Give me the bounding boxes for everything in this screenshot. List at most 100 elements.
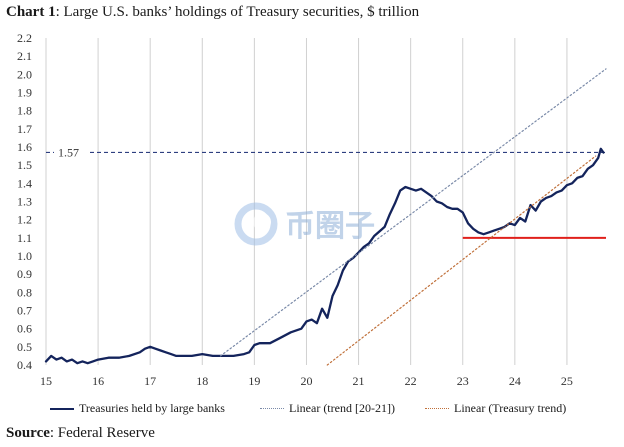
data-point: [493, 230, 495, 232]
data-point: [279, 337, 281, 339]
series-line-treasury-trend: [326, 155, 597, 366]
data-point: [66, 360, 68, 362]
y-tick-label-0.5: 0.5: [17, 340, 32, 354]
data-point: [290, 331, 292, 333]
legend-item-treasury-trend: Linear (Treasury trend): [425, 401, 566, 416]
x-tick-label-24: 24: [509, 374, 521, 388]
data-point: [248, 351, 250, 353]
legend-swatch-treasury-trend: [425, 408, 449, 409]
data-point: [535, 210, 537, 212]
series-points: [45, 148, 605, 364]
chart-title-label: Chart 1: [6, 4, 56, 20]
data-point: [232, 355, 235, 357]
data-point: [165, 351, 167, 353]
data-point: [50, 355, 52, 357]
data-point: [300, 328, 302, 330]
data-point: [97, 359, 99, 361]
y-tick-label-0.7: 0.7: [17, 304, 32, 318]
data-point: [566, 184, 568, 186]
source-text: : Federal Reserve: [49, 425, 155, 441]
legend-label-treasury-trend: Linear (Treasury trend): [454, 401, 567, 415]
data-point: [180, 355, 182, 357]
x-axis-ticks: 15 16 17 18 19 20 21 22 23 24 25: [40, 374, 573, 388]
data-point: [45, 360, 47, 362]
series-lines: [44, 68, 607, 366]
data-point: [55, 359, 58, 361]
reference-lines: 1.57: [46, 145, 606, 239]
x-tick-label-18: 18: [196, 374, 208, 388]
x-tick-label-20: 20: [300, 374, 312, 388]
data-point: [269, 342, 271, 344]
data-point: [529, 204, 532, 206]
data-point: [337, 284, 339, 286]
legend-label-treasuries: Treasuries held by large banks: [79, 401, 225, 415]
data-point: [571, 182, 573, 184]
data-point: [483, 233, 485, 235]
x-tick-label-21: 21: [353, 374, 365, 388]
data-point: [128, 355, 130, 357]
data-point: [592, 164, 594, 166]
y-tick-label-0.4: 0.4: [17, 358, 32, 372]
data-point: [342, 269, 344, 272]
data-point: [347, 260, 349, 263]
data-point: [410, 188, 412, 190]
y-tick-label-2.0: 2.0: [17, 67, 32, 81]
data-point: [326, 317, 328, 319]
data-point: [92, 360, 94, 362]
watermark: 币圈子: [234, 202, 375, 246]
data-point: [430, 195, 433, 197]
data-point: [488, 231, 490, 233]
x-tick-label-22: 22: [405, 374, 417, 388]
data-point: [519, 217, 521, 219]
data-point: [358, 251, 360, 253]
data-point: [363, 246, 365, 248]
legend-label-trend-20-21: Linear (trend [20-21]): [289, 401, 395, 415]
y-tick-label-1.7: 1.7: [17, 122, 32, 136]
y-tick-label-1.6: 1.6: [17, 140, 32, 154]
data-point: [509, 222, 511, 224]
data-point: [503, 226, 505, 228]
data-point: [222, 355, 224, 357]
x-tick-label-16: 16: [92, 374, 104, 388]
data-point: [61, 357, 63, 359]
line-chart: 0.4 0.5 0.6 0.7 0.8 0.9 1.0 1.1 1.2 1.3 1.4 1.5 1.6 1…: [17, 31, 607, 388]
x-tick-label-19: 19: [248, 374, 260, 388]
grid: [45, 38, 568, 365]
data-point: [311, 319, 313, 321]
watermark-logo-cutout: [253, 213, 271, 231]
data-point: [160, 349, 162, 352]
data-point: [191, 355, 193, 357]
data-point: [467, 222, 469, 224]
data-point: [212, 355, 214, 357]
legend-item-treasuries: Treasuries held by large banks: [50, 401, 225, 416]
data-point: [399, 190, 401, 192]
reference-line-label-0: 1.57: [58, 145, 79, 159]
y-tick-label-1.1: 1.1: [17, 231, 32, 245]
data-point: [384, 226, 386, 228]
y-tick-label-1.0: 1.0: [17, 249, 32, 263]
data-point: [352, 257, 354, 259]
data-point: [446, 206, 448, 208]
data-point: [170, 353, 172, 355]
y-tick-label-1.5: 1.5: [17, 158, 32, 172]
data-point: [576, 177, 578, 179]
y-tick-label-0.9: 0.9: [17, 267, 32, 281]
data-point: [597, 157, 599, 159]
data-point: [394, 202, 396, 204]
data-point: [456, 208, 459, 210]
data-point: [154, 348, 156, 350]
data-point: [451, 208, 453, 210]
data-point: [477, 231, 479, 233]
data-point: [600, 148, 602, 150]
y-tick-label-1.4: 1.4: [17, 176, 32, 190]
data-point: [545, 197, 547, 199]
source-note: Source: Federal Reserve: [6, 425, 155, 442]
data-point: [550, 195, 552, 197]
data-point: [404, 186, 406, 188]
data-point: [305, 320, 308, 322]
x-tick-label-17: 17: [144, 374, 156, 388]
data-point: [498, 228, 500, 230]
data-point: [602, 151, 605, 154]
data-point: [472, 228, 474, 230]
y-tick-label-2.2: 2.2: [17, 31, 32, 45]
